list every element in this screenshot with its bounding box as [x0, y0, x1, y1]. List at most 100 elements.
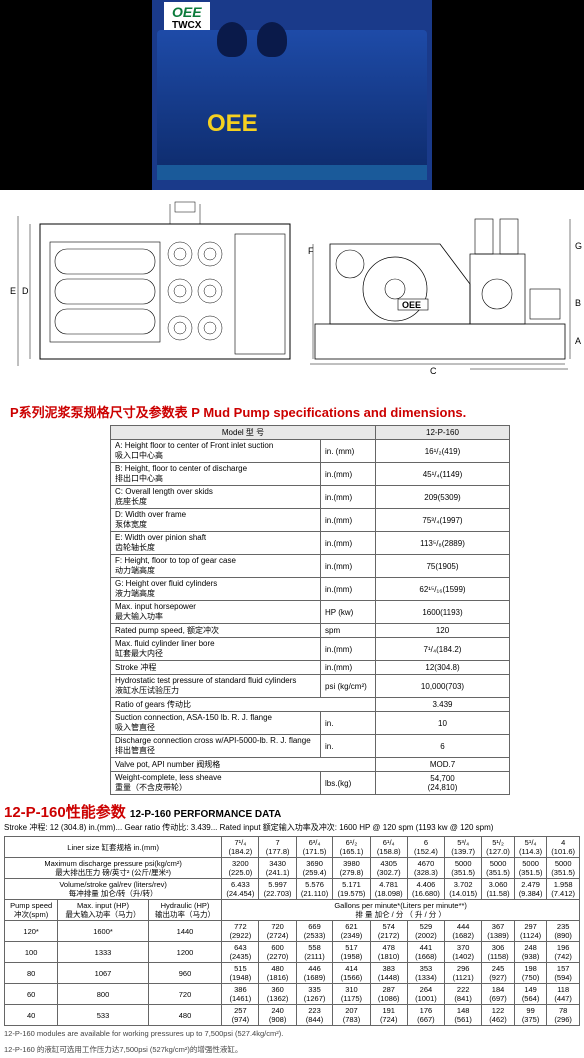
flow-val: 198 (750) [514, 963, 547, 984]
svg-text:C: C [430, 366, 437, 376]
flow-val: 643 (2435) [222, 942, 259, 963]
flow-val: 207 (783) [333, 1005, 370, 1026]
svg-text:G: G [575, 241, 582, 251]
pump-speed: 40 [5, 1005, 58, 1026]
spec-row-value: 1600(1193) [376, 601, 510, 624]
spec-row-value: 209(5309) [376, 486, 510, 509]
flow-val: 78 (296) [547, 1005, 580, 1026]
footnote-1: 12-P-160 modules are available for worki… [0, 1026, 584, 1041]
spec-row-value: 45¹/₄(1149) [376, 463, 510, 486]
left-header: Max. input (HP) 最大输入功率（马力） [58, 900, 148, 921]
gpm-header: Gallons per minute*(Liters per minute**)… [222, 900, 580, 921]
flow-val: 240 (908) [259, 1005, 296, 1026]
spec-row-value: 12(304.8) [376, 661, 510, 675]
spec-row-unit: in.(mm) [321, 638, 376, 661]
spec-row-label: G: Height over fluid cylinders 液力端高度 [111, 578, 321, 601]
max-input: 1333 [58, 942, 148, 963]
flow-val: 669 (2533) [296, 921, 333, 942]
spec-row-unit: in.(mm) [321, 578, 376, 601]
hero-banner: OEE TWCX OEE [0, 0, 584, 190]
maxpress-val: 4670 (328.3) [407, 858, 444, 879]
flow-val: 574 (2172) [370, 921, 407, 942]
flow-val: 517 (1958) [333, 942, 370, 963]
volstroke-label: Volume/stroke gal/rev (liters/rev) 每冲排量 … [5, 879, 222, 900]
svg-text:B: B [575, 298, 581, 308]
flow-val: 621 (2349) [333, 921, 370, 942]
flow-val: 306 (1158) [482, 942, 515, 963]
flow-val: 414 (1566) [333, 963, 370, 984]
flow-val: 191 (724) [370, 1005, 407, 1026]
spec-row-unit: lbs.(kg) [321, 772, 376, 795]
spec-row-value: 120 [376, 624, 510, 638]
technical-drawing: D E OEE C G B A F [0, 194, 584, 394]
spec-row-label: Max. input horsepower 最大输入功率 [111, 601, 321, 624]
flow-val: 335 (1267) [296, 984, 333, 1005]
flow-val: 529 (2002) [407, 921, 444, 942]
liner-size: 7¹/₄ (184.2) [222, 837, 259, 858]
svg-text:A: A [575, 336, 581, 346]
flow-val: 444 (1682) [445, 921, 482, 942]
hydraulic-hp: 1440 [148, 921, 222, 942]
spec-row-label: B: Height, floor to center of discharge … [111, 463, 321, 486]
spec-row-unit: in.(mm) [321, 486, 376, 509]
pump-tank [257, 22, 287, 57]
pump-body: OEE [157, 30, 427, 180]
spec-row-label: Discharge connection cross w/API-5000-lb… [111, 735, 321, 758]
left-header: Pump speed 冲次(spm) [5, 900, 58, 921]
spec-row-unit: HP (kw) [321, 601, 376, 624]
spec-row-unit: in.(mm) [321, 509, 376, 532]
flow-val: 515 (1948) [222, 963, 259, 984]
flow-val: 287 (1086) [370, 984, 407, 1005]
maxpress-val: 5000 (351.5) [482, 858, 515, 879]
flow-val: 480 (1816) [259, 963, 296, 984]
spec-row-label: C: Overall length over skids 底座长度 [111, 486, 321, 509]
flow-val: 157 (594) [547, 963, 580, 984]
liner-size: 5¹/₂ (127.0) [482, 837, 515, 858]
svg-text:OEE: OEE [402, 300, 421, 310]
spec-row-label: Weight-complete, less sheave 重量（不含皮带轮） [111, 772, 321, 795]
liner-size: 5¹/₄ (114.3) [514, 837, 547, 858]
spec-row-value: 6 [376, 735, 510, 758]
volstroke-val: 3.702 (14.015) [445, 879, 482, 900]
flow-val: 248 (938) [514, 942, 547, 963]
spec-row-unit: in.(mm) [321, 555, 376, 578]
svg-text:D: D [22, 286, 29, 296]
spec-row-value: 75(1905) [376, 555, 510, 578]
spec-row-label: Valve pot, API number 阀规格 [111, 758, 376, 772]
flow-val: 296 (1121) [445, 963, 482, 984]
hydraulic-hp: 1200 [148, 942, 222, 963]
hydraulic-hp: 480 [148, 1005, 222, 1026]
spec-row-unit: in. [321, 712, 376, 735]
flow-val: 148 (561) [445, 1005, 482, 1026]
maxpress-val: 3200 (225.0) [222, 858, 259, 879]
max-input: 1600* [58, 921, 148, 942]
liner-size: 6¹/₄ (158.8) [370, 837, 407, 858]
volstroke-val: 5.171 (19.575) [333, 879, 370, 900]
spec-row-unit: psi (kg/cm²) [321, 675, 376, 698]
flow-val: 441 (1668) [407, 942, 444, 963]
flow-val: 99 (375) [514, 1005, 547, 1026]
max-input: 1067 [58, 963, 148, 984]
spec-row-value: 3.439 [376, 698, 510, 712]
perf-title-cn: 12-P-160性能参数 [4, 804, 126, 821]
liner-size: 6 (152.4) [407, 837, 444, 858]
pump-speed: 80 [5, 963, 58, 984]
flow-val: 223 (844) [296, 1005, 333, 1026]
pump-tank [217, 22, 247, 57]
pump-speed: 120* [5, 921, 58, 942]
flow-val: 264 (1001) [407, 984, 444, 1005]
flow-val: 600 (2270) [259, 942, 296, 963]
pump-photo: OEE TWCX OEE [152, 0, 432, 190]
flow-val: 478 (1810) [370, 942, 407, 963]
spec-row-value: 16¹/₂(419) [376, 440, 510, 463]
spec-row-label: Stroke 冲程 [111, 661, 321, 675]
left-header: Hydraulic (HP) 输出功率（马力） [148, 900, 222, 921]
spec-row-label: A: Height floor to center of Front inlet… [111, 440, 321, 463]
hydraulic-hp: 720 [148, 984, 222, 1005]
flow-val: 720 (2724) [259, 921, 296, 942]
flow-val: 245 (927) [482, 963, 515, 984]
flow-val: 383 (1448) [370, 963, 407, 984]
spec-row-value: 7¹/₄(184.2) [376, 638, 510, 661]
volstroke-val: 3.060 (11.58) [482, 879, 515, 900]
maxpress-label: Maximum discharge pressure psi(kg/cm²) 最… [5, 858, 222, 879]
